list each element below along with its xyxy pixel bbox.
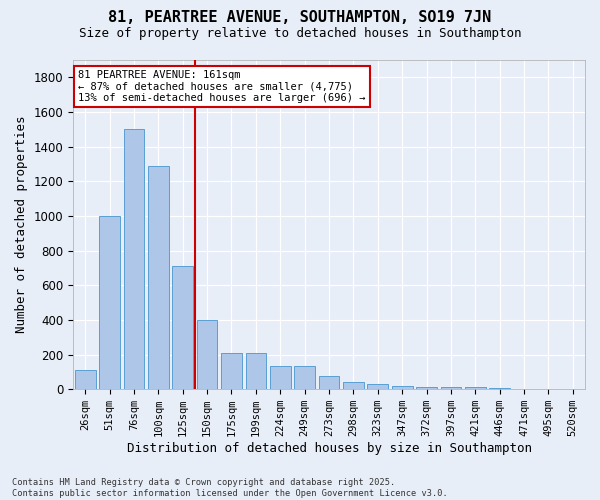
Bar — [245, 353, 266, 389]
Bar — [490, 388, 510, 389]
Bar — [416, 386, 437, 389]
Bar — [392, 386, 413, 389]
Bar — [124, 130, 145, 389]
Text: 81 PEARTREE AVENUE: 161sqm
← 87% of detached houses are smaller (4,775)
13% of s: 81 PEARTREE AVENUE: 161sqm ← 87% of deta… — [78, 70, 365, 103]
Bar — [343, 382, 364, 389]
Text: 81, PEARTREE AVENUE, SOUTHAMPTON, SO19 7JN: 81, PEARTREE AVENUE, SOUTHAMPTON, SO19 7… — [109, 10, 491, 25]
Bar — [270, 366, 290, 389]
Bar — [465, 387, 485, 389]
Bar — [148, 166, 169, 389]
Bar — [319, 376, 340, 389]
Y-axis label: Number of detached properties: Number of detached properties — [15, 116, 28, 334]
Text: Contains HM Land Registry data © Crown copyright and database right 2025.
Contai: Contains HM Land Registry data © Crown c… — [12, 478, 448, 498]
X-axis label: Distribution of detached houses by size in Southampton: Distribution of detached houses by size … — [127, 442, 532, 455]
Bar — [197, 320, 217, 389]
Bar — [75, 370, 95, 389]
Bar — [99, 216, 120, 389]
Text: Size of property relative to detached houses in Southampton: Size of property relative to detached ho… — [79, 28, 521, 40]
Bar — [440, 386, 461, 389]
Bar — [294, 366, 315, 389]
Bar — [221, 353, 242, 389]
Bar — [367, 384, 388, 389]
Bar — [172, 266, 193, 389]
